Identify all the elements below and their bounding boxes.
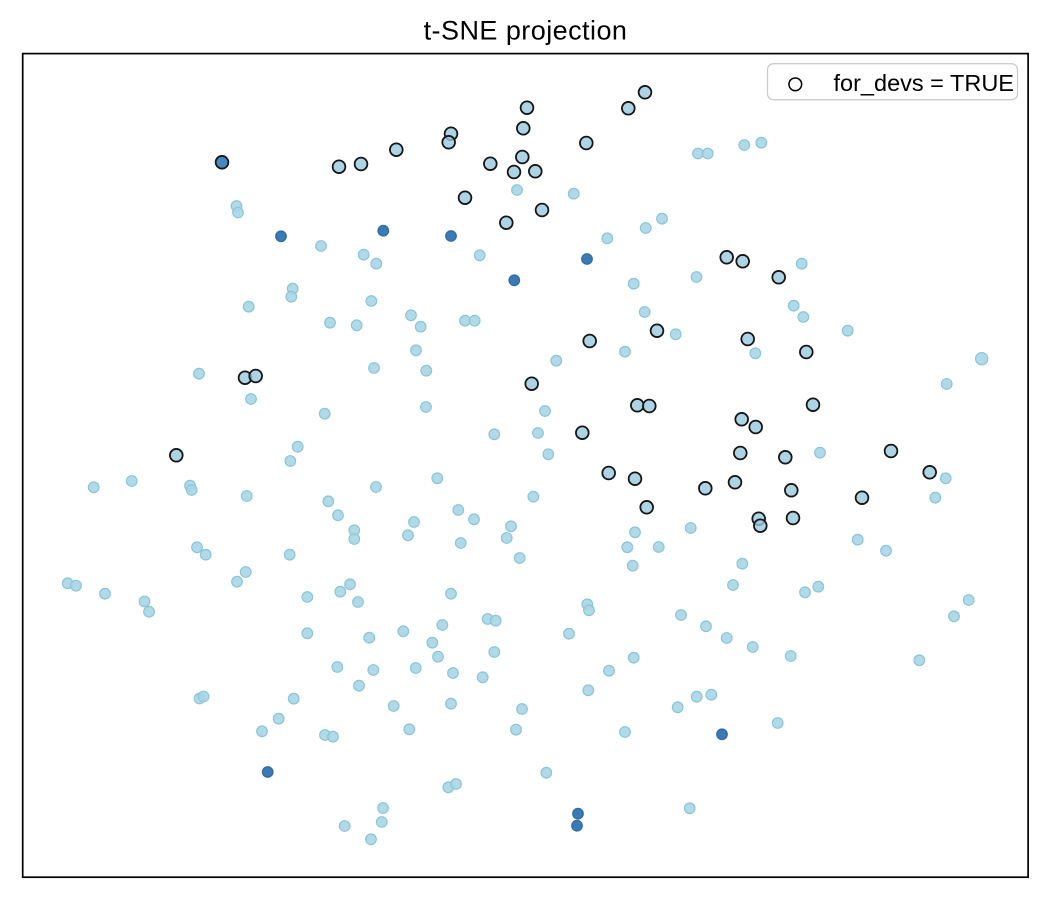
- svg-text:for_devs = TRUE: for_devs = TRUE: [834, 70, 1014, 96]
- svg-text:t-SNE projection: t-SNE projection: [424, 16, 628, 46]
